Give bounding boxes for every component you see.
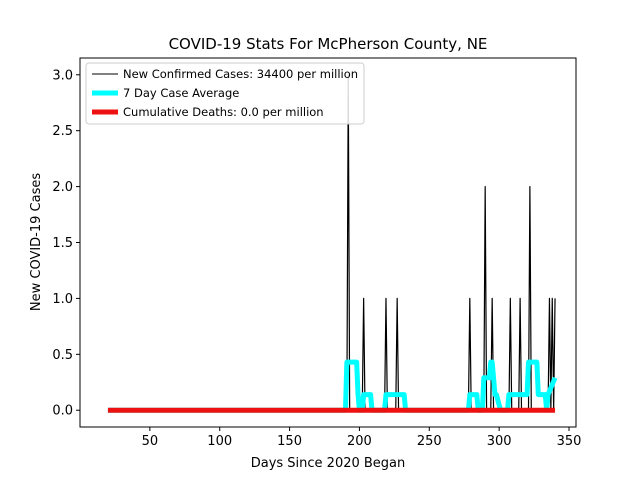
series-7day-case-average: [107, 359, 558, 413]
x-tick-label: 250: [417, 434, 442, 449]
y-axis-label: New COVID-19 Cases: [29, 173, 44, 311]
chart-title: COVID-19 Stats For McPherson County, NE: [169, 35, 488, 53]
y-tick-label: 0.0: [52, 404, 73, 419]
y-tick-label: 1.5: [52, 236, 73, 251]
legend-label-cumulative-deaths: Cumulative Deaths: 0.0 per million: [123, 105, 324, 119]
legend-box: [85, 62, 365, 125]
legend: New Confirmed Cases: 34400 per million 7…: [85, 62, 365, 125]
legend-label-7day-average: 7 Day Case Average: [123, 86, 239, 100]
x-tick-label: 300: [487, 434, 512, 449]
y-tick-label: 2.0: [52, 180, 73, 195]
y-tick-label: 1.0: [52, 292, 73, 307]
x-tick-label: 100: [207, 434, 232, 449]
x-tick-label: 200: [347, 434, 372, 449]
series-layer: [107, 74, 558, 413]
y-tick-label: 3.0: [52, 68, 73, 83]
x-tick-label: 150: [277, 434, 302, 449]
y-tick-label: 0.5: [52, 348, 73, 363]
legend-label-new-cases: New Confirmed Cases: 34400 per million: [123, 67, 358, 81]
x-axis-label: Days Since 2020 Began: [251, 456, 406, 471]
x-tick-label: 50: [142, 434, 159, 449]
x-axis: 50 100 150 200 250 300 350: [142, 427, 582, 449]
y-axis: 0.0 0.5 1.0 1.5 2.0 2.5 3.0: [52, 68, 80, 419]
x-tick-label: 350: [557, 434, 582, 449]
y-tick-label: 2.5: [52, 124, 73, 139]
